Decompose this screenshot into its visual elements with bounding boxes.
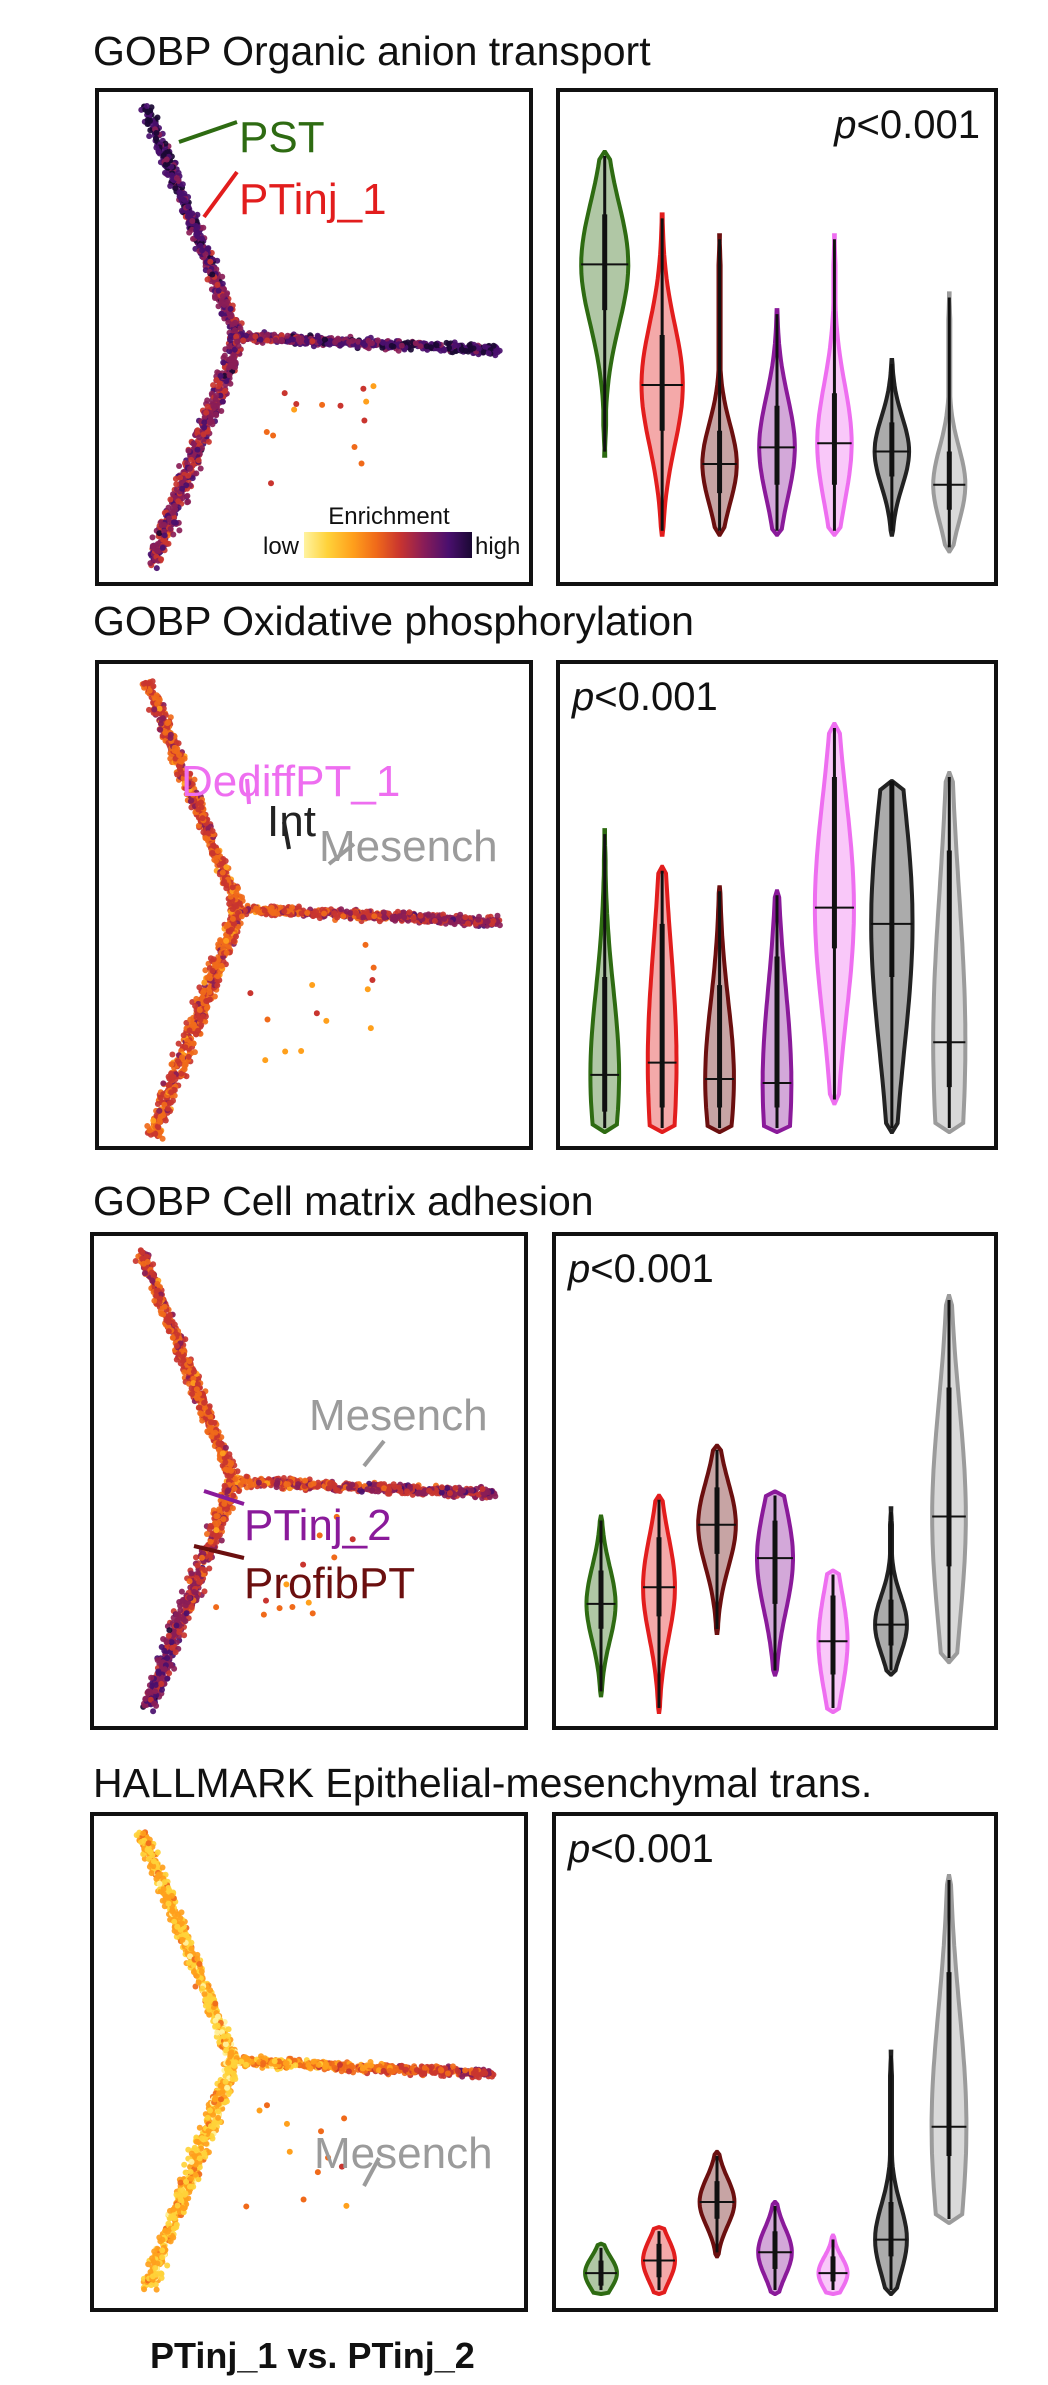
p-value-label: p<0.001 [571, 675, 718, 719]
trajectory-map-panel: Mesench PTinj_2 ProfibPT [90, 1232, 528, 1730]
trajectory-map-panel: DediffPT_1 Int Mesench [95, 660, 533, 1150]
violin-ProfibPT [703, 885, 736, 1134]
cluster-label-ProfibPT: ProfibPT [193, 1544, 415, 1608]
svg-text:ProfibPT: ProfibPT [244, 1559, 415, 1608]
cluster-label-Mesench: Mesench [319, 822, 498, 871]
row-title-3: GOBP Cell matrix adhesion [93, 1178, 594, 1224]
cluster-label-PTinj_2: PTinj_2 [203, 1489, 392, 1550]
svg-text:PTinj_2: PTinj_2 [244, 1501, 392, 1550]
violin-PTinj_1 [641, 1493, 677, 1714]
svg-text:DediffPT_1: DediffPT_1 [181, 757, 400, 806]
trajectory-map-panel: Enrichment low high PST PTinj_1 [95, 88, 533, 586]
violin-ProfibPT [696, 1443, 738, 1635]
trajectory-scatter-svg: Mesench [133, 1829, 497, 2293]
cluster-label-Mesench: Mesench [314, 2129, 493, 2187]
scatter-points [139, 678, 503, 1142]
svg-text:PTinj_1: PTinj_1 [239, 175, 387, 224]
violin-DediffPT_1 [815, 233, 854, 537]
violin-plot-panel: p<0.001 [556, 88, 998, 586]
violin-Int [872, 358, 912, 537]
violin-svg: p<0.001 [571, 675, 968, 1134]
scatter-points [132, 1247, 499, 1715]
violin-ProfibPT [697, 2149, 737, 2259]
violin-svg: p<0.001 [567, 1247, 968, 1714]
violin-PST [584, 1514, 618, 1698]
violin-Int [873, 2049, 909, 2296]
enrichment-legend: Enrichment low high [263, 503, 520, 560]
trajectory-scatter-svg: Enrichment low high PST PTinj_1 [138, 103, 520, 572]
cluster-label-PST: PST [178, 113, 325, 162]
violin-plot-panel: p<0.001 [552, 1232, 998, 1730]
violin-PTinj_2 [760, 889, 794, 1134]
svg-text:Mesench: Mesench [319, 822, 498, 871]
violin-plot-panel: p<0.001 [552, 1812, 998, 2312]
violin-Int [873, 1506, 909, 1677]
violin-Int [869, 779, 915, 1134]
scatter-points [133, 1829, 497, 2293]
violin-PST [583, 2241, 619, 2296]
violin-Mesench [930, 1294, 968, 1665]
violin-plot-panel: p<0.001 [556, 660, 998, 1150]
legend-high: high [475, 533, 520, 560]
cluster-label-Mesench: Mesench [309, 1391, 488, 1468]
violin-DediffPT_1 [812, 722, 856, 1106]
violin-svg: p<0.001 [567, 1827, 969, 2296]
violin-svg: p<0.001 [579, 103, 980, 554]
violin-Mesench [929, 1874, 969, 2225]
violin-PTinj_1 [639, 212, 685, 537]
svg-text:PST: PST [239, 113, 325, 162]
scatter-points [138, 103, 503, 572]
violin-PTinj_2 [756, 2200, 794, 2296]
svg-text:Int: Int [267, 797, 316, 846]
cluster-label-Int: Int [267, 797, 316, 850]
violin-PTinj_1 [640, 2225, 678, 2296]
trajectory-scatter-svg: Mesench PTinj_2 ProfibPT [132, 1247, 499, 1715]
svg-text:Mesench: Mesench [309, 1391, 488, 1440]
legend-title: Enrichment [328, 503, 450, 530]
violin-Mesench [931, 291, 968, 554]
violin-PTinj_1 [645, 864, 679, 1134]
cluster-label-DediffPT_1: DediffPT_1 [181, 757, 400, 806]
violin-ProfibPT [700, 233, 739, 537]
violin-PST [588, 828, 622, 1134]
legend-low: low [263, 533, 300, 560]
p-value-label: p<0.001 [567, 1247, 714, 1291]
row-title-2: GOBP Oxidative phosphorylation [93, 598, 694, 644]
cluster-label-PTinj_1: PTinj_1 [202, 170, 387, 224]
row-title-4: HALLMARK Epithelial-mesenchymal trans. [93, 1760, 873, 1806]
violin-DediffPT_1 [816, 2233, 850, 2296]
violin-PTinj_2 [757, 308, 797, 537]
p-value-label: p<0.001 [833, 103, 980, 147]
violin-Mesench [931, 771, 968, 1134]
violin-DediffPT_1 [816, 1568, 850, 1714]
trajectory-map-panel: Mesench [90, 1812, 528, 2312]
p-value-label: p<0.001 [567, 1827, 714, 1871]
row-title-1: GOBP Organic anion transport [93, 28, 651, 74]
comparison-footer: PTinj_1 vs. PTinj_2 [150, 2335, 475, 2376]
violin-PST [579, 150, 631, 458]
violin-PTinj_2 [755, 1489, 795, 1677]
